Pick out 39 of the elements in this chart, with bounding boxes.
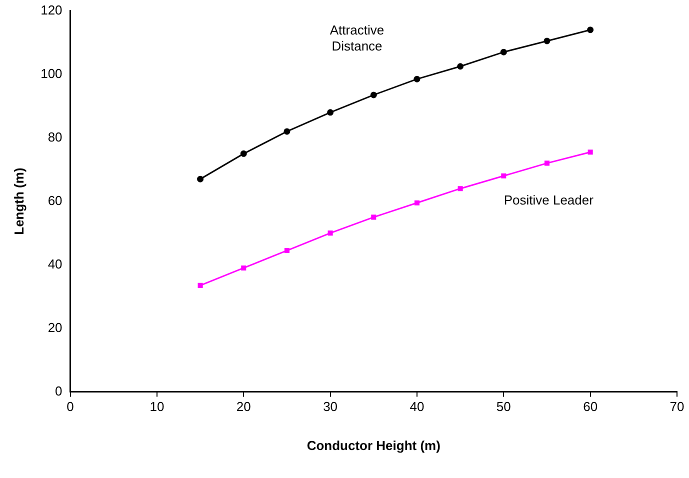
point <box>197 176 204 182</box>
x-tick-label: 50 <box>496 399 511 414</box>
x-tick-label: 60 <box>583 399 598 414</box>
point <box>284 248 290 254</box>
series-label: Positive Leader <box>504 192 594 208</box>
y-tick-label: 80 <box>48 129 62 144</box>
point <box>414 76 420 82</box>
point <box>241 265 246 270</box>
x-tick-label: 20 <box>236 399 251 414</box>
y-tick-label: 20 <box>48 320 62 335</box>
point <box>457 63 464 70</box>
point <box>500 48 507 56</box>
y-tick-label: 120 <box>40 2 62 18</box>
point <box>371 214 376 220</box>
y-tick-label: 0 <box>55 383 62 398</box>
point <box>198 282 203 288</box>
x-tick-label: 30 <box>323 399 338 414</box>
y-tick-label: 100 <box>40 66 62 81</box>
x-tick-label: 70 <box>670 399 684 414</box>
point <box>327 109 334 116</box>
x-axis-title: Conductor Height (m) <box>306 438 440 453</box>
y-axis-title: Length (m) <box>11 168 26 235</box>
point <box>328 230 333 236</box>
point <box>588 150 593 155</box>
point <box>240 150 247 157</box>
point <box>284 128 290 135</box>
point <box>587 26 594 34</box>
y-tick-label: 60 <box>48 192 62 208</box>
x-tick-label: 10 <box>150 399 164 414</box>
point <box>370 92 377 98</box>
text: Attractive Distance <box>330 22 384 54</box>
point <box>501 173 506 178</box>
x-tick-label: 40 <box>410 399 424 414</box>
x-tick-label: 0 <box>66 399 74 414</box>
point <box>414 200 420 206</box>
point <box>544 38 550 44</box>
point <box>544 160 550 166</box>
point <box>458 186 463 192</box>
y-tick-label: 40 <box>48 256 62 272</box>
